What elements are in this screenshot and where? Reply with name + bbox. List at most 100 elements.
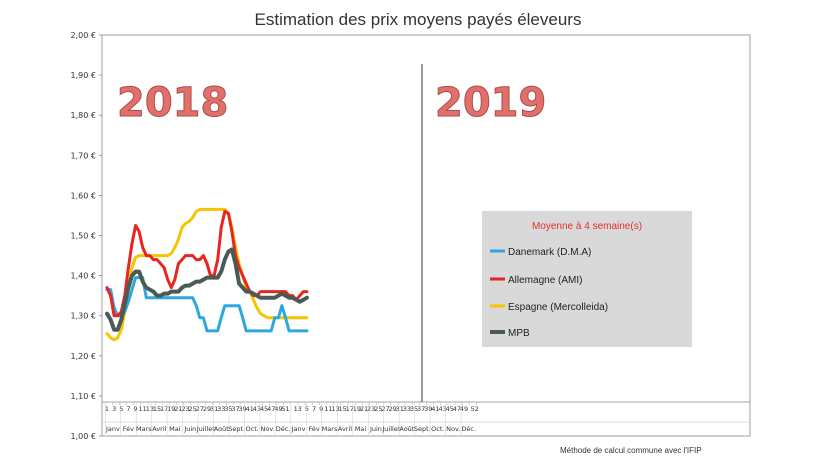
month-label: Juillet — [381, 425, 400, 433]
x-tick-label-2019: 29 — [388, 405, 396, 413]
x-tick-label-2019: 1 — [294, 405, 298, 413]
x-tick-label-2019: 39 — [424, 405, 432, 413]
x-axis-ticks: 1 3 5 7 9 11131517192123252729313335373941434… — [105, 402, 479, 413]
y-tick-label: 1,60 € — [71, 191, 96, 200]
x-tick-label-2019: 5 — [305, 405, 309, 413]
x-tick-label-2019: 37 — [417, 405, 425, 413]
legend-box — [482, 211, 692, 347]
x-tick-label-2018: 31 — [210, 405, 218, 413]
x-tick-label-2018: 51 — [281, 405, 289, 413]
y-tick-label: 1,30 € — [71, 312, 96, 321]
x-tick-label-2018: 13 — [146, 405, 154, 413]
month-label: Fév — [308, 425, 319, 433]
x-tick-label-2018: 11 — [139, 405, 147, 413]
series-line-mpb — [105, 247, 309, 332]
x-tick-label-2019: 23 — [367, 405, 375, 413]
month-label: Avril — [152, 425, 166, 433]
y-tick-label: 1,90 € — [71, 71, 96, 80]
x-tick-label-2018: 39 — [239, 405, 247, 413]
y-axis-ticks: 1,00 € 1,10 € 1,20 € 1,30 € 1,40 € 1,50 € 1,60… — [71, 31, 102, 441]
x-tick-label-2018: 47 — [267, 405, 275, 413]
year-label-2019: 2019 — [435, 80, 546, 126]
y-tick-label: 1,80 € — [71, 111, 96, 120]
month-label: Avril — [338, 425, 352, 433]
month-label: Mars — [136, 425, 152, 433]
x-tick-label-2018: 49 — [274, 405, 282, 413]
x-tick-label-2018: 29 — [203, 405, 211, 413]
x-tick-label-2019: 11 — [324, 405, 332, 413]
month-label: Mai — [355, 425, 367, 433]
month-label: Oct. — [431, 425, 444, 433]
y-tick-label: 1,40 € — [71, 272, 96, 281]
x-tick-label-2019: 27 — [381, 405, 389, 413]
y-tick-label: 2,00 € — [71, 31, 96, 40]
x-tick-label-2019: 49 — [460, 405, 468, 413]
x-tick-label-2019: 41 — [431, 405, 439, 413]
x-tick-label-2018: 45 — [260, 405, 268, 413]
x-tick-label-2019: 35 — [410, 405, 418, 413]
x-tick-label-2019: 13 — [331, 405, 339, 413]
footnote: Méthode de calcul commune avec l'IFIP — [560, 446, 702, 455]
legend-label: Danemark (D.M.A) — [508, 247, 591, 258]
x-tick-label-2019: 7 — [312, 405, 316, 413]
x-tick-label-2018: 41 — [246, 405, 254, 413]
month-label: Janv — [291, 425, 306, 433]
month-label: Nov. — [261, 425, 275, 433]
y-tick-label: 1,50 € — [71, 232, 96, 241]
x-tick-label-2018: 3 — [112, 405, 116, 413]
x-tick-label-2019: 17 — [346, 405, 354, 413]
x-tick-label-2018: 43 — [253, 405, 261, 413]
x-tick-label-2018: 7 — [126, 405, 130, 413]
x-tick-label-2019: 47 — [453, 405, 461, 413]
x-tick-label-2019: 25 — [374, 405, 382, 413]
x-tick-label-2019: 45 — [446, 405, 454, 413]
month-label: Nov. — [446, 425, 460, 433]
legend-title: Moyenne à 4 semaine(s) — [532, 221, 642, 232]
month-label: Juin — [183, 425, 196, 433]
legend-label: Espagne (Mercolleida) — [508, 302, 608, 313]
year-label-2018: 2018 — [117, 80, 228, 126]
x-tick-label-2018: 17 — [160, 405, 168, 413]
month-label: Mai — [169, 425, 181, 433]
month-label: Fév — [123, 425, 134, 433]
x-tick-label-2018: 25 — [189, 405, 197, 413]
legend-label: MPB — [508, 328, 530, 339]
month-label: Déc. — [461, 425, 476, 433]
x-tick-label-2019: 3 — [298, 405, 302, 413]
x-tick-label-2018: 15 — [153, 405, 161, 413]
legend-label: Allemagne (AMI) — [508, 275, 582, 286]
x-tick-label-2018: 37 — [231, 405, 239, 413]
y-tick-label: 1,20 € — [71, 352, 96, 361]
x-tick-label-2018: 9 — [133, 405, 137, 413]
x-tick-label-2019: 19 — [353, 405, 361, 413]
x-tick-label-2019: 9 — [319, 405, 323, 413]
month-label: Janv — [105, 425, 120, 433]
x-tick-label-2018: 27 — [196, 405, 204, 413]
x-tick-label-2018: 19 — [167, 405, 175, 413]
x-tick-label-2018: 35 — [224, 405, 232, 413]
x-tick-label-2018: 21 — [174, 405, 182, 413]
x-tick-label-2019: 33 — [403, 405, 411, 413]
x-tick-label-2018: 23 — [181, 405, 189, 413]
x-tick-label-2018: 5 — [119, 405, 123, 413]
month-label: Août — [399, 425, 414, 433]
month-label: Oct. — [246, 425, 259, 433]
x-tick-label-2018: 1 — [105, 405, 109, 413]
x-tick-label-2019: 15 — [338, 405, 346, 413]
chart-title: Estimation des prix moyens payés éleveur… — [255, 10, 582, 29]
x-tick-label-2019: 31 — [396, 405, 404, 413]
month-label: Août — [214, 425, 229, 433]
y-tick-label: 1,70 € — [71, 151, 96, 160]
month-label: Mars — [322, 425, 338, 433]
y-tick-label: 1,10 € — [71, 392, 96, 401]
month-label: Juillet — [196, 425, 215, 433]
x-tick-label-2019: 43 — [438, 405, 446, 413]
legend-items: Danemark (D.M.A) Allemagne (AMI) Espagne (… — [490, 247, 608, 339]
month-label: Juin — [369, 425, 382, 433]
month-label: Déc. — [276, 425, 291, 433]
x-tick-label-2018: 33 — [217, 405, 225, 413]
series-lines — [105, 207, 309, 342]
series-line-danemark-d-m-a — [105, 276, 309, 333]
